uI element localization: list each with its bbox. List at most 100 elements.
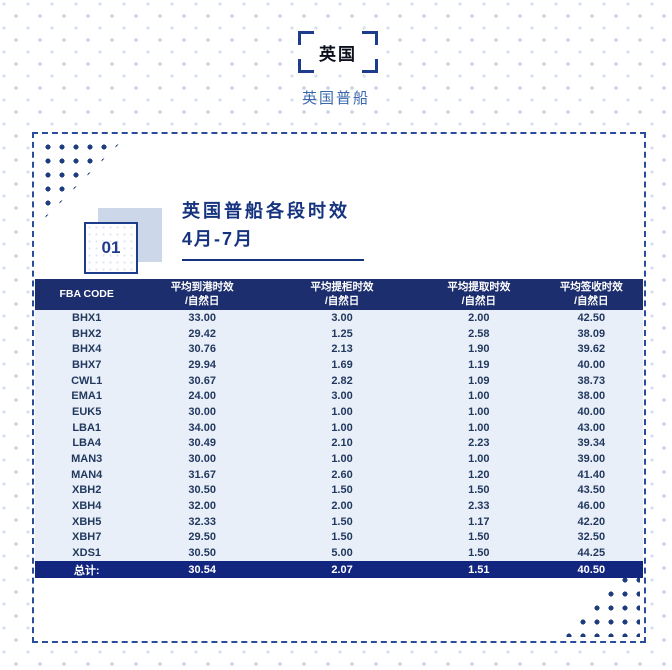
column-sub-label: /自然日 xyxy=(461,294,497,307)
fba-code-cell: XBH2 xyxy=(35,482,139,499)
table-row: MAN3 30.00 1.00 1.00 39.00 xyxy=(35,451,643,467)
column-label: FBA CODE xyxy=(59,287,114,300)
value-cell: 1.00 xyxy=(418,388,540,405)
fba-code-cell: LBA1 xyxy=(35,419,139,436)
page-subtitle: 英国普船 xyxy=(301,90,370,107)
fba-code-cell: XBH4 xyxy=(35,498,139,514)
table-row: XBH4 32.00 2.00 2.33 46.00 xyxy=(35,498,643,514)
section-number-label: 01 xyxy=(101,238,121,257)
value-cell: 38.09 xyxy=(539,325,643,342)
table-total-row: 总计: 30.54 2.07 1.51 40.50 xyxy=(35,561,643,578)
value-cell: 1.00 xyxy=(266,404,419,420)
value-cell: 41.40 xyxy=(539,466,643,483)
section-date-range: 4月-7月 xyxy=(182,228,255,249)
value-cell: 1.17 xyxy=(418,513,540,530)
section-number-box: 01 xyxy=(84,222,138,274)
title-underline xyxy=(182,258,364,261)
table-row: EMA1 24.00 3.00 1.00 38.00 xyxy=(35,388,643,405)
value-cell: 1.00 xyxy=(418,451,540,467)
fba-code-cell: 总计: xyxy=(35,561,139,578)
table-row: LBA1 34.00 1.00 1.00 43.00 xyxy=(35,419,643,436)
value-cell: 2.82 xyxy=(266,372,419,389)
column-sub-label: /自然日 xyxy=(324,294,360,307)
bracket-corner-icon xyxy=(298,31,314,45)
value-cell: 30.54 xyxy=(138,561,267,578)
value-cell: 46.00 xyxy=(539,498,643,514)
fba-code-cell: EUK5 xyxy=(35,404,139,420)
col-header-fba-code: FBA CODE xyxy=(35,279,139,310)
value-cell: 1.00 xyxy=(266,451,419,467)
timing-table: FBA CODE 平均到港时效 /自然日 平均提柜时效 /自然日 平均提取时效 … xyxy=(35,279,643,578)
section-title: 英国普船各段时效 xyxy=(182,201,350,221)
col-header-retrieval: 平均提取时效 /自然日 xyxy=(418,279,540,310)
value-cell: 30.49 xyxy=(138,435,267,452)
value-cell: 30.76 xyxy=(138,341,267,358)
value-cell: 32.33 xyxy=(138,513,267,530)
value-cell: 1.20 xyxy=(418,466,540,483)
value-cell: 29.94 xyxy=(138,357,267,373)
value-cell: 31.67 xyxy=(138,466,267,483)
value-cell: 1.50 xyxy=(418,529,540,546)
column-label: 平均提取时效 xyxy=(447,281,511,294)
value-cell: 44.25 xyxy=(539,545,643,561)
col-header-signoff: 平均签收时效 /自然日 xyxy=(539,279,643,310)
fba-code-cell: EMA1 xyxy=(35,388,139,405)
value-cell: 1.69 xyxy=(266,357,419,373)
value-cell: 2.13 xyxy=(266,341,419,358)
value-cell: 1.19 xyxy=(418,357,540,373)
value-cell: 32.50 xyxy=(539,529,643,546)
column-label: 平均提柜时效 xyxy=(310,281,374,294)
table-row: EUK5 30.00 1.00 1.00 40.00 xyxy=(35,404,643,420)
value-cell: 29.42 xyxy=(138,325,267,342)
table-body: BHX1 33.00 3.00 2.00 42.50 BHX2 29.42 1.25 2.58 3… xyxy=(35,310,643,561)
bracket-corner-icon xyxy=(362,59,378,73)
country-tag-label: 英国 xyxy=(319,44,357,64)
table-row: BHX7 29.94 1.69 1.19 40.00 xyxy=(35,357,643,373)
column-sub-label: /自然日 xyxy=(574,294,609,307)
fba-code-cell: MAN3 xyxy=(35,451,139,467)
value-cell: 38.73 xyxy=(539,372,643,389)
country-tag: 英国 xyxy=(298,31,378,73)
bracket-corner-icon xyxy=(298,59,314,73)
value-cell: 30.67 xyxy=(138,372,267,389)
col-header-container-pickup: 平均提柜时效 /自然日 xyxy=(266,279,419,310)
value-cell: 2.60 xyxy=(266,466,419,483)
value-cell: 39.34 xyxy=(539,435,643,452)
value-cell: 1.50 xyxy=(418,482,540,499)
value-cell: 40.50 xyxy=(539,561,643,578)
table-row: MAN4 31.67 2.60 1.20 41.40 xyxy=(35,466,643,483)
value-cell: 3.00 xyxy=(266,310,419,326)
table-row: CWL1 30.67 2.82 1.09 38.73 xyxy=(35,372,643,389)
value-cell: 39.62 xyxy=(539,341,643,358)
fba-code-cell: XDS1 xyxy=(35,545,139,561)
fba-code-cell: MAN4 xyxy=(35,466,139,483)
table-row: BHX4 30.76 2.13 1.90 39.62 xyxy=(35,341,643,358)
fba-code-cell: CWL1 xyxy=(35,372,139,389)
value-cell: 2.10 xyxy=(266,435,419,452)
value-cell: 40.00 xyxy=(539,404,643,420)
col-header-arrival: 平均到港时效 /自然日 xyxy=(138,279,267,310)
value-cell: 42.20 xyxy=(539,513,643,530)
value-cell: 30.00 xyxy=(138,404,267,420)
value-cell: 34.00 xyxy=(138,419,267,436)
value-cell: 43.50 xyxy=(539,482,643,499)
fba-code-cell: XBH7 xyxy=(35,529,139,546)
value-cell: 2.23 xyxy=(418,435,540,452)
value-cell: 3.00 xyxy=(266,388,419,405)
value-cell: 2.07 xyxy=(266,561,419,578)
value-cell: 1.50 xyxy=(418,545,540,561)
value-cell: 30.00 xyxy=(138,451,267,467)
value-cell: 1.51 xyxy=(418,561,540,578)
table-row: XBH5 32.33 1.50 1.17 42.20 xyxy=(35,513,643,530)
fba-code-cell: LBA4 xyxy=(35,435,139,452)
column-label: 平均签收时效 xyxy=(559,281,623,294)
table-row: XBH7 29.50 1.50 1.50 32.50 xyxy=(35,529,643,546)
value-cell: 1.25 xyxy=(266,325,419,342)
value-cell: 2.58 xyxy=(418,325,540,342)
value-cell: 1.00 xyxy=(418,404,540,420)
value-cell: 38.00 xyxy=(539,388,643,405)
value-cell: 1.00 xyxy=(266,419,419,436)
table-row: BHX1 33.00 3.00 2.00 42.50 xyxy=(35,310,643,326)
bracket-corner-icon xyxy=(362,31,378,45)
value-cell: 1.50 xyxy=(266,529,419,546)
